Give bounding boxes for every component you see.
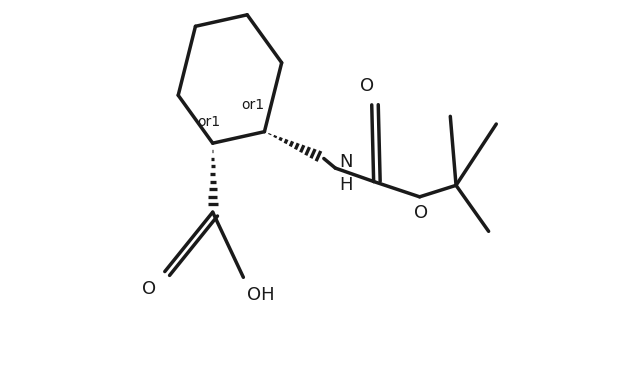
Text: OH: OH — [247, 286, 275, 303]
Text: or1: or1 — [241, 98, 264, 112]
Text: O: O — [360, 78, 374, 95]
Text: O: O — [143, 280, 157, 298]
Text: N: N — [339, 153, 353, 171]
Text: H: H — [339, 176, 353, 194]
Text: or1: or1 — [197, 115, 220, 129]
Text: O: O — [413, 204, 428, 222]
